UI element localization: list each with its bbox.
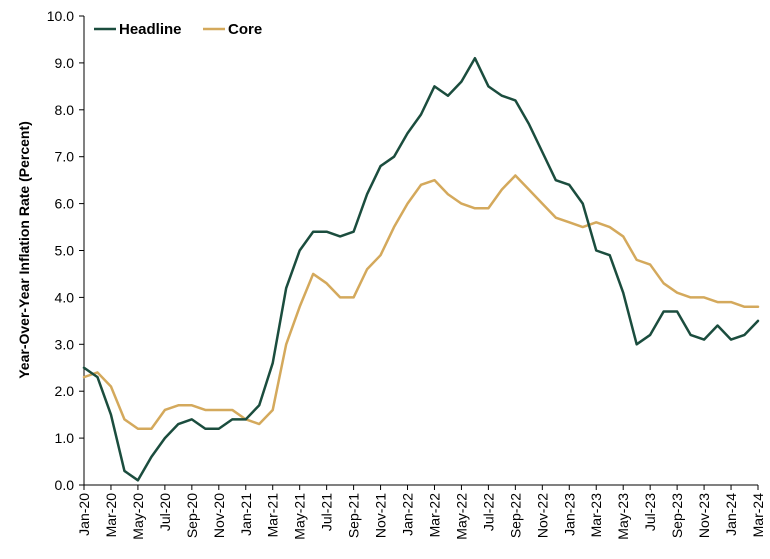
- y-tick-label: 2.0: [55, 383, 75, 399]
- x-axis: Jan-20 Mar-20 May-20 Jul-20 Sep-20 Nov-20 Jan-…: [76, 484, 766, 540]
- x-tick-label: May-21: [292, 493, 308, 540]
- legend-label-headline: Headline: [119, 21, 182, 38]
- x-tick-label: Nov-20: [211, 493, 227, 538]
- y-tick-label: 0.0: [55, 477, 75, 493]
- y-tick-label: 3.0: [55, 336, 75, 352]
- series-layer: [82, 56, 760, 482]
- x-tick-label: Nov-23: [696, 493, 712, 538]
- x-tick-label: Jan-24: [723, 493, 739, 536]
- x-tick-label: Jan-22: [400, 493, 416, 536]
- x-tick-label: Nov-21: [373, 493, 389, 538]
- y-tick-label: 6.0: [55, 196, 75, 212]
- y-axis-title: Year-Over-Year Inflation Rate (Percent): [16, 121, 32, 379]
- x-tick-label: Jul-23: [642, 493, 658, 531]
- x-tick-label: Mar-20: [103, 493, 119, 538]
- y-tick-label: 7.0: [55, 149, 75, 165]
- x-tick-label: Sep-22: [507, 493, 523, 538]
- y-axis: 0.0 1.0 2.0 3.0 4.0 5.0 6.0 7.0 8.0 9.0 10.0: [47, 8, 85, 493]
- x-tick-label: Jan-21: [238, 493, 254, 536]
- x-tick-label: May-20: [130, 493, 146, 540]
- x-tick-label: Mar-23: [588, 493, 604, 538]
- x-tick-label: Mar-22: [426, 493, 442, 538]
- x-tick-label: Jan-23: [561, 493, 577, 536]
- series-line-core: [82, 174, 760, 430]
- y-tick-label: 8.0: [55, 102, 75, 118]
- x-tick-label: Sep-20: [184, 493, 200, 538]
- legend: Headline Core: [94, 21, 262, 38]
- x-tick-label: Jul-21: [319, 493, 335, 531]
- x-tick-label: Mar-21: [265, 493, 281, 538]
- x-tick-label: May-22: [453, 493, 469, 540]
- x-tick-label: Mar-24: [750, 493, 766, 538]
- series-line-headline: [82, 56, 760, 482]
- x-tick-label: Sep-23: [669, 493, 685, 538]
- y-tick-label: 4.0: [55, 289, 75, 305]
- x-tick-label: Nov-22: [534, 493, 550, 538]
- y-tick-label: 10.0: [47, 8, 74, 24]
- x-tick-label: Jul-20: [157, 493, 173, 531]
- x-tick-label: Sep-21: [346, 493, 362, 538]
- y-tick-label: 9.0: [55, 55, 75, 71]
- x-tick-label: Jan-20: [76, 493, 92, 536]
- y-tick-label: 5.0: [55, 243, 75, 259]
- x-tick-label: Jul-22: [480, 493, 496, 531]
- x-tick-label: May-23: [615, 493, 631, 540]
- y-tick-label: 1.0: [55, 430, 75, 446]
- legend-label-core: Core: [228, 21, 262, 38]
